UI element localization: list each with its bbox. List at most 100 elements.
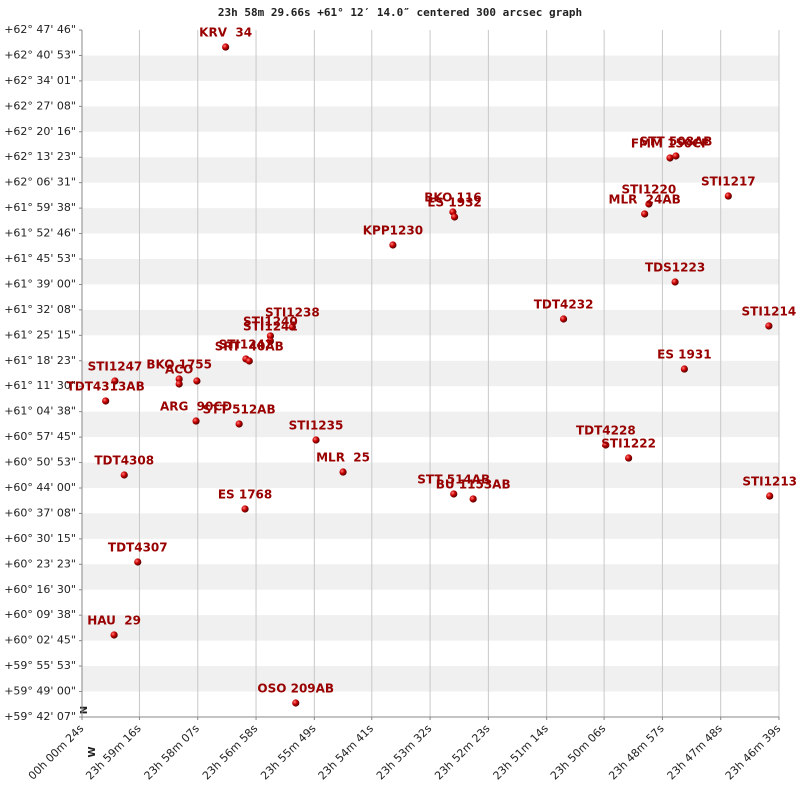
star-point	[266, 337, 275, 345]
x-tick-label: 23h 52m 23s	[432, 722, 493, 783]
star-label: BU 1153AB	[436, 477, 511, 491]
star-point	[559, 315, 568, 323]
star-point	[339, 468, 347, 476]
y-tick-label: +62° 27' 08"	[4, 99, 76, 112]
star-point	[235, 420, 243, 428]
y-tick-label: +62° 13' 23"	[4, 150, 76, 163]
y-tick-label: +59° 55' 53"	[4, 659, 76, 672]
y-tick-label: +62° 40' 53"	[4, 48, 76, 61]
star-point	[645, 200, 653, 208]
star-label: TDT4307	[108, 541, 168, 555]
x-tick-label: 23h 46m 39s	[723, 722, 784, 783]
star-point	[766, 492, 774, 500]
star-label: BKO 116	[424, 191, 481, 205]
star-label: BKO 1755	[146, 358, 212, 372]
star-label: STI1240	[243, 314, 298, 328]
y-tick-label: +60° 57' 45"	[4, 430, 76, 443]
y-tick-label: +60° 09' 38"	[4, 608, 76, 621]
x-tick-label: 23h 56m 58s	[200, 722, 261, 783]
star-label: HAU 29	[87, 613, 141, 627]
star-point	[292, 699, 300, 707]
star-label: TDT4232	[534, 298, 594, 312]
star-label: ES 1931	[657, 348, 711, 362]
x-tick-label: 23h 58m 07s	[142, 722, 203, 783]
star-label: STI1238	[265, 306, 320, 320]
star-point	[602, 441, 610, 449]
star-point	[222, 43, 230, 51]
star-label: STI1242	[219, 337, 274, 351]
star-point	[765, 322, 773, 330]
star-point	[450, 490, 458, 498]
y-tick-label: +62° 06' 31"	[4, 176, 76, 189]
y-tick-label: +59° 49' 00"	[4, 685, 76, 698]
star-label: STI1220	[622, 182, 677, 196]
star-label: STT 512AB	[203, 402, 276, 416]
star-point	[102, 397, 110, 405]
marks	[102, 43, 774, 707]
star-label: TDT4228	[576, 424, 636, 438]
star-label: STI1217	[701, 175, 756, 189]
star-point	[120, 471, 128, 479]
star-label: TDT4313AB	[67, 379, 145, 393]
star-point	[671, 278, 679, 286]
grid	[81, 30, 780, 717]
x-tick-label: 23h 55m 49s	[258, 722, 319, 783]
star-point	[312, 436, 320, 444]
y-tick-label: +61° 04' 38"	[4, 405, 76, 418]
star-label: KRV 34	[199, 26, 252, 40]
x-tick-label: 23h 51m 14s	[491, 722, 552, 783]
star-label: MLR 25	[316, 451, 370, 465]
y-tick-label: +62° 47' 46"	[4, 23, 76, 36]
y-tick-label: +60° 37' 08"	[4, 506, 76, 519]
star-label: ES 1932	[427, 195, 481, 209]
star-label: OSO 209AB	[257, 681, 334, 695]
y-tick-label: +61° 59' 38"	[4, 201, 76, 214]
star-label: STI1214	[742, 304, 797, 318]
star-point	[666, 154, 674, 162]
y-tick-label: +61° 52' 46"	[4, 227, 76, 240]
star-point	[469, 495, 477, 503]
star-point	[724, 192, 732, 200]
star-label: TDT4308	[94, 453, 154, 467]
star-point	[192, 417, 200, 425]
star-label: STI1235	[289, 419, 344, 433]
star-point	[175, 380, 183, 388]
star-label: STT 508AB	[639, 135, 712, 149]
star-point	[110, 631, 118, 639]
star-point	[266, 332, 275, 340]
star-label: ARG 90CD	[160, 400, 232, 414]
star-label: ES 1768	[218, 487, 272, 501]
star-point	[389, 241, 397, 249]
star-point	[672, 152, 680, 160]
star-label: KPP1230	[363, 223, 423, 237]
star-point	[111, 377, 119, 385]
x-axis-label: W	[87, 746, 98, 757]
star-point	[134, 558, 142, 566]
x-tick-label: 23h 50m 06s	[548, 722, 609, 783]
star-label: STI1222	[601, 437, 656, 451]
star-point	[245, 357, 253, 365]
chart-title: 23h 58m 29.66s +61° 12′ 14.0″ centered 3…	[218, 6, 582, 19]
y-axis-label: N	[79, 706, 90, 714]
star-point	[625, 454, 633, 462]
y-tick-label: +61° 45' 53"	[4, 252, 76, 265]
y-tick-label: +61° 11' 30"	[4, 379, 76, 392]
star-label: STI1247	[88, 359, 143, 373]
star-point	[641, 210, 649, 218]
star-point	[193, 377, 201, 385]
star-label: STI1213	[742, 475, 797, 489]
star-label: STI1241	[243, 320, 298, 334]
x-tick-label: 23h 53m 32s	[374, 722, 435, 783]
star-label: FMM 150CF	[631, 136, 709, 150]
star-point	[175, 375, 183, 383]
x-tick-label: 23h 54m 41s	[316, 722, 377, 783]
y-tick-label: +61° 18' 23"	[4, 354, 76, 367]
y-tick-label: +62° 20' 16"	[4, 125, 76, 138]
y-tick-label: +60° 23' 23"	[4, 557, 76, 570]
y-tick-label: +61° 32' 08"	[4, 303, 76, 316]
y-tick-label: +62° 34' 01"	[4, 74, 76, 87]
star-label: SRT 40AB	[215, 340, 284, 354]
star-label: STT 514AB	[417, 472, 490, 486]
